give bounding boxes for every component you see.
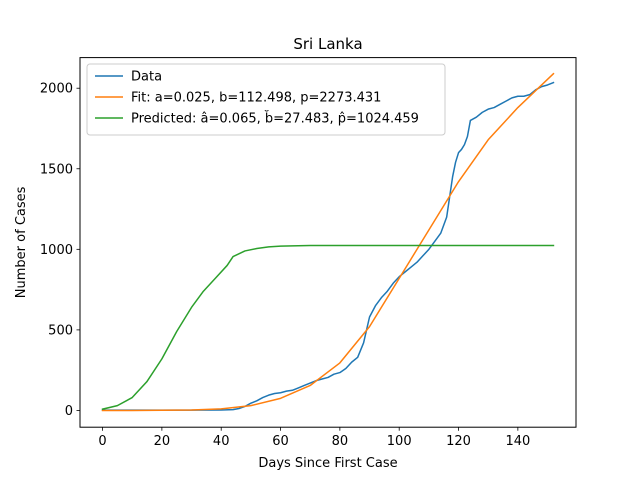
y-axis-title: Number of Cases xyxy=(14,186,29,298)
series-layer xyxy=(101,72,555,412)
y-tick-label: 0 xyxy=(65,404,73,419)
series-line-1 xyxy=(101,72,555,412)
x-tick-label: 120 xyxy=(446,434,471,449)
legend-label-0: Data xyxy=(131,70,162,85)
series-line-2 xyxy=(101,244,555,411)
x-tick-label: 0 xyxy=(98,434,106,449)
series-line-0 xyxy=(101,81,555,411)
y-tick-label: 2000 xyxy=(40,82,73,97)
legend-label-2: Predicted: â=0.065, b̆=27.483, p̂=1024.4… xyxy=(131,111,419,126)
chart-title: Sri Lanka xyxy=(293,35,362,53)
x-tick-label: 80 xyxy=(332,434,349,449)
plot-area-frame xyxy=(79,57,577,428)
legend-label-1: Fit: a=0.025, b=112.498, p=2273.431 xyxy=(131,91,381,106)
legend-box xyxy=(86,63,446,136)
y-tick-label: 1500 xyxy=(40,162,73,177)
x-axis-ticks: 0 20 40 60 80 100 120 140 xyxy=(98,427,530,449)
x-tick-label: 100 xyxy=(387,434,412,449)
x-tick-label: 140 xyxy=(505,434,530,449)
y-axis-ticks: 0 500 1000 1500 2000 xyxy=(40,82,80,419)
y-tick-label: 1000 xyxy=(40,243,73,258)
y-tick-label: 500 xyxy=(48,323,73,338)
x-tick-label: 40 xyxy=(213,434,230,449)
legend: Data Fit: a=0.025, b=112.498, p=2273.431 P… xyxy=(86,63,446,136)
x-axis-title: Days Since First Case xyxy=(258,456,397,471)
x-tick-label: 60 xyxy=(272,434,289,449)
x-tick-label: 20 xyxy=(154,434,171,449)
